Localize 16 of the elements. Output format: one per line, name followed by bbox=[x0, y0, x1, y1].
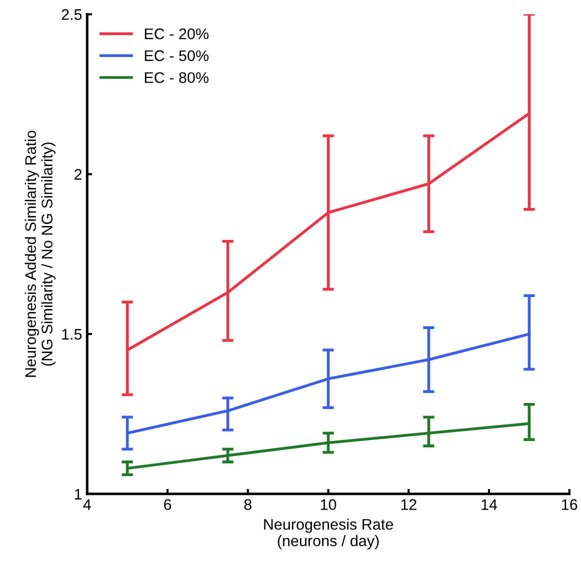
x-axis-title: Neurogenesis Rate (neurons / day) bbox=[264, 518, 393, 550]
x-tick-label: 14 bbox=[482, 499, 498, 510]
y-tick-label: 1.5 bbox=[62, 329, 82, 340]
x-tick-label: 12 bbox=[401, 499, 416, 510]
x-tick-label: 10 bbox=[320, 499, 336, 510]
y-tick-label: 2.5 bbox=[62, 9, 82, 20]
legend-label: EC - 50% bbox=[144, 50, 209, 62]
x-tick-label: 6 bbox=[164, 499, 172, 510]
legend-label: EC - 80% bbox=[144, 72, 209, 84]
x-tick-label: 16 bbox=[562, 499, 578, 510]
y-tick-label: 1 bbox=[74, 488, 82, 500]
x-tick-label: 4 bbox=[83, 499, 91, 510]
y-axis-title: Neurogenesis Added Similarity Ratio (NG Similarity / No NG Similarity) bbox=[24, 130, 56, 377]
x-tick-label: 8 bbox=[244, 499, 252, 510]
y-tick-label: 2 bbox=[74, 169, 82, 180]
legend-label: EC - 20% bbox=[144, 28, 209, 40]
